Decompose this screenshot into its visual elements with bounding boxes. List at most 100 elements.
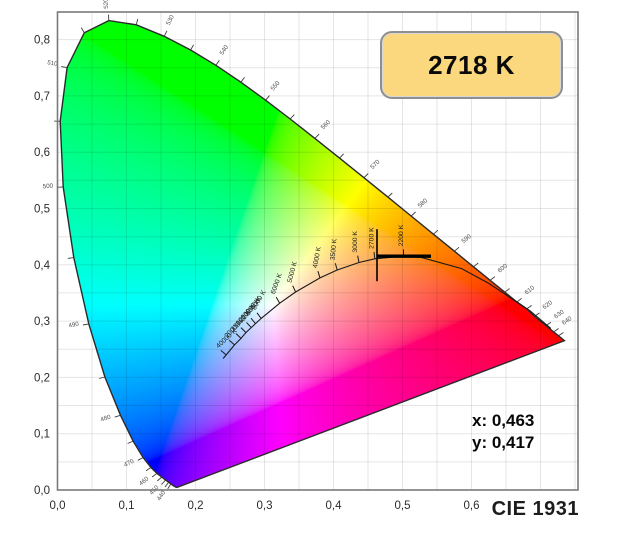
wavelength-label: 490 [68, 321, 80, 330]
wavelength-tick [190, 44, 194, 51]
wavelength-label: 620 [541, 299, 554, 311]
cct-tick [256, 312, 262, 319]
wavelength-tick [526, 305, 532, 310]
wavelength-tick [240, 77, 245, 83]
wavelength-label: 550 [269, 79, 281, 92]
y-tick-label: 0,5 [34, 204, 50, 216]
wavelength-tick [387, 192, 393, 198]
wavelength-tick [265, 95, 270, 101]
wavelength-tick [339, 153, 345, 159]
x-tick-label: 0,3 [257, 500, 273, 512]
cct-label: 3000 K [352, 231, 359, 253]
y-tick-label: 0,1 [34, 429, 50, 441]
wavelength-label: 640 [561, 315, 574, 327]
wavelength-tick [454, 246, 460, 252]
x-tick-label: 0,0 [50, 500, 66, 512]
wavelength-tick [314, 133, 320, 139]
y-tick-label: 0,0 [34, 485, 50, 497]
cct-tick [250, 317, 256, 324]
diagram-title: CIE 1931 [491, 498, 579, 520]
wavelength-label: 600 [497, 262, 510, 274]
cct-tick [228, 339, 235, 346]
cct-label: 6000 K [270, 272, 284, 295]
wavelength-label: 540 [218, 44, 230, 57]
cct-tick [357, 255, 360, 263]
cct-tick [275, 296, 281, 304]
wavelength-label: 630 [553, 308, 566, 320]
readout-x-value: x: 0,463 [472, 411, 535, 430]
wavelength-tick [145, 467, 152, 472]
wavelength-label: 500 [43, 183, 54, 191]
wavelength-label: 460 [138, 475, 151, 487]
wavelength-tick [67, 257, 74, 259]
wavelength-tick [80, 27, 85, 34]
cct-tick [235, 333, 242, 339]
cct-label: 2700 K [369, 227, 376, 249]
plot-frame [56, 11, 579, 491]
wavelength-tick [137, 457, 144, 461]
xy-readout: x: 0,463 y: 0,417 [472, 410, 534, 454]
cct-tick [220, 350, 227, 356]
y-tick-label: 0,6 [34, 147, 50, 159]
y-tick-label: 0,8 [34, 35, 50, 47]
wavelength-tick [558, 332, 564, 337]
wavelength-label: 470 [123, 458, 136, 469]
y-tick-label: 0,4 [34, 260, 51, 272]
cct-badge-label: 2718 K [428, 49, 515, 80]
x-tick-label: 0,4 [326, 500, 343, 512]
wavelength-tick [98, 376, 106, 379]
wavelength-label: 560 [320, 118, 333, 131]
wavelength-tick [215, 60, 220, 66]
y-tick-label: 0,3 [34, 316, 50, 328]
wavelength-tick [151, 472, 158, 478]
wavelength-tick [82, 323, 89, 326]
x-tick-label: 0,1 [119, 500, 135, 512]
wavelength-tick [164, 481, 170, 488]
y-tick-label: 0,7 [34, 91, 50, 103]
cct-label: 2200 K [398, 224, 405, 246]
cct-tick [334, 263, 338, 271]
cct-tick [373, 251, 376, 259]
wavelength-tick [163, 30, 168, 37]
wavelength-tick [161, 479, 166, 485]
cct-tick [317, 271, 321, 279]
wavelength-tick [504, 288, 510, 293]
wavelength-label: 440 [156, 489, 168, 502]
x-tick-label: 0,6 [464, 500, 480, 512]
wavelength-label: 510 [47, 59, 59, 68]
axis-tick-labels: 0,0 0,1 0,2 0,3 0,4 0,5 0,6 0,7 0,8 0,0 0,1 0,2 0,3 0… [34, 35, 480, 512]
cct-label: 3500 K [330, 238, 339, 261]
grid-lines [57, 12, 578, 490]
wavelength-label: 570 [369, 158, 382, 171]
wavelength-tick [289, 114, 295, 120]
wavelength-tick [553, 328, 559, 333]
wavelength-tick [167, 483, 172, 490]
wavelength-label: 530 [165, 14, 176, 27]
wavelength-tick [156, 476, 163, 482]
wavelength-tick [516, 297, 522, 303]
wavelength-tick [433, 229, 439, 235]
wavelength-tick [363, 173, 369, 179]
cct-tick [246, 322, 252, 328]
readout-y-value: y: 0,417 [472, 433, 535, 452]
cct-label: 5000 K [287, 260, 299, 283]
x-tick-label: 0,5 [395, 500, 411, 512]
wavelength-label: 480 [100, 413, 113, 423]
wavelength-label: 580 [417, 197, 430, 209]
wavelength-tick [410, 211, 416, 217]
x-tick-label: 0,2 [188, 500, 204, 512]
wavelength-tick [489, 276, 496, 281]
cct-tick [240, 327, 247, 333]
cct-label: 4000 K [312, 246, 323, 269]
wavelength-tick [135, 18, 139, 25]
wavelength-tick [473, 262, 479, 268]
marker-cross [376, 229, 431, 282]
wavelength-tick [61, 66, 68, 69]
cct-tick [292, 285, 297, 293]
wavelength-label: 610 [523, 284, 536, 296]
y-tick-label: 0,2 [34, 372, 50, 384]
wavelength-tick [127, 440, 134, 444]
wavelength-label: 520 [103, 0, 111, 9]
